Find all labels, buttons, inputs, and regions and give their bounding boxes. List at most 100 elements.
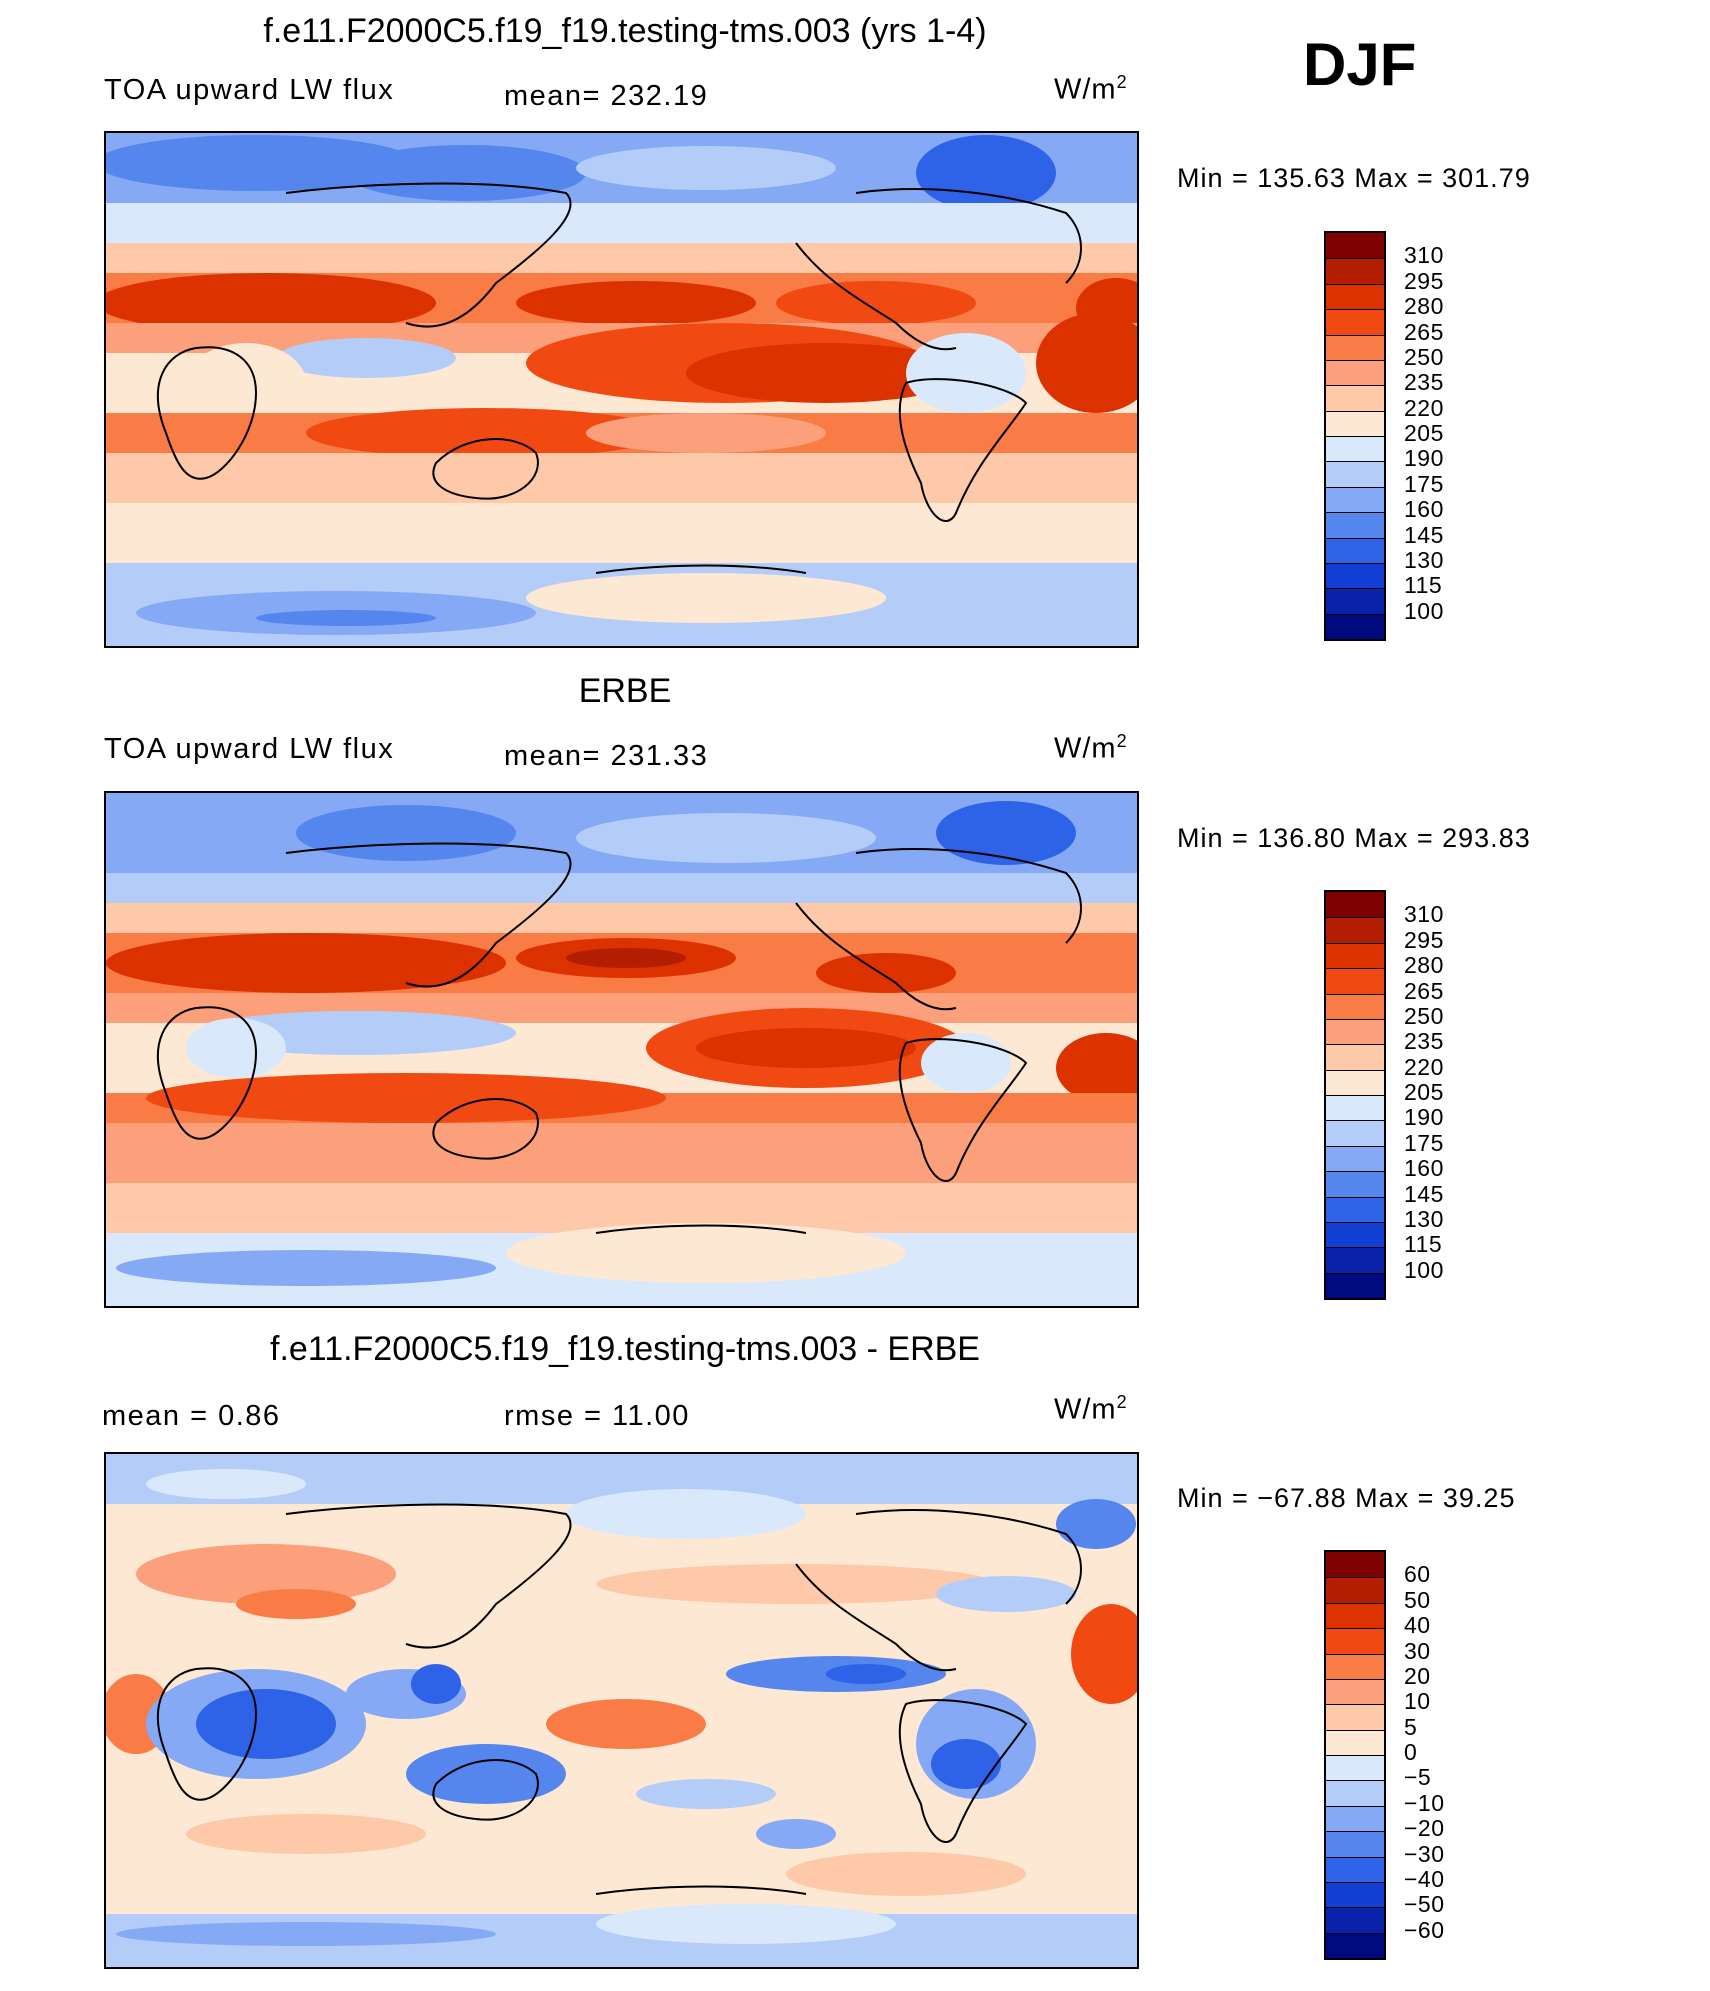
panel-2-colorbar-tick-label: 175 [1404,1129,1444,1156]
panel-2-minmax: Min = 136.80 Max = 293.83 [1177,823,1531,853]
panel-1-colorbar-tick-label: 100 [1404,597,1444,624]
panel-1-colorbar-cell [1326,334,1384,360]
panel-1-colorbar-cell [1326,410,1384,436]
panel-2-colorbar-tick-label: 100 [1404,1256,1444,1283]
panel-2-colorbar-cell [1326,1171,1384,1197]
panel-2-colorbar-tick-label: 130 [1404,1205,1444,1232]
panel-2-colorbar [1324,890,1386,1300]
panel-1-colorbar-tick-label: 145 [1404,521,1444,548]
panel-3-colorbar-tick-label: 40 [1404,1612,1431,1639]
panel-3-colorbar-tick-label: 50 [1404,1586,1431,1613]
panel-3-colorbar-tick-label: −20 [1404,1815,1445,1842]
panel-3-units: W/m2 [1054,1392,1128,1426]
panel-3-colorbar-tick-label: 5 [1404,1713,1418,1740]
panel-1-colorbar [1324,231,1386,641]
panel-1-colorbar-tick-label: 235 [1404,369,1444,396]
panel-2-colorbar-cell [1326,1018,1384,1045]
panel-2-colorbar-cell [1326,942,1384,969]
panel-2-colorbar-tick-label: 205 [1404,1079,1444,1105]
panel-1-colorbar-cell [1326,258,1384,284]
panel-1-colorbar-cell [1326,588,1384,614]
panel-1-colorbar-tick-label: 160 [1404,496,1444,523]
panel-3-colorbar-cell [1326,1628,1384,1654]
panel-3-colorbar-tick-label: 10 [1404,1688,1431,1715]
panel-1-colorbar-cell [1326,461,1384,487]
panel-1-colorbar-tick-label: 205 [1404,420,1444,446]
panel-2-colorbar-tick-label: 115 [1404,1231,1443,1258]
panel-2-colorbar-tick-label: 220 [1404,1053,1444,1080]
panel-1-colorbar-cell [1326,436,1384,462]
panel-2-colorbar-cell [1326,968,1384,994]
panel-2-colorbar-tick-label: 265 [1404,977,1444,1004]
panel-3-colorbar-cell [1326,1805,1384,1832]
panel-3-colorbar-tick-label: 60 [1404,1561,1431,1588]
panel-2-colorbar-tick-label: 295 [1404,926,1444,953]
panel-1-colorbar-tick-label: 175 [1404,470,1444,497]
panel-3-colorbar-cell [1326,1831,1384,1857]
panel-2-colorbar-cell [1326,1044,1384,1070]
panel-2-colorbar-tick-label: 160 [1404,1155,1444,1182]
panel-1-variable-label: TOA upward LW flux [104,74,395,106]
panel-3-colorbar-tick-label: −60 [1404,1916,1445,1943]
panel-2-colorbar-tick-label: 310 [1404,901,1444,928]
panel-1-colorbar-tick-label: 130 [1404,546,1444,573]
panel-3-colorbar-tick-label: −10 [1404,1789,1445,1816]
panel-1-colorbar-tick-label: 220 [1404,394,1444,421]
panel-3-colorbar-cell [1326,1780,1384,1806]
panel-3-colorbar-cell [1326,1881,1384,1908]
panel-3-mean-label: mean = 0.86 [102,1400,281,1432]
panel-1-colorbar-cell [1326,359,1384,386]
panel-2-colorbar-cell [1326,1272,1384,1298]
panel-2-variable-label: TOA upward LW flux [104,733,395,765]
panel-2-colorbar-tick-label: 250 [1404,1002,1444,1029]
panel-3-colorbar-tick-label: 20 [1404,1662,1431,1689]
panel-1-colorbar-tick-label: 280 [1404,293,1444,320]
panel-1-minmax: Min = 135.63 Max = 301.79 [1177,163,1531,193]
panel-3-minmax: Min = −67.88 Max = 39.25 [1177,1483,1516,1513]
panel-2-colorbar-tick-label: 235 [1404,1028,1444,1055]
panel-3-colorbar [1324,1550,1386,1960]
panel-2-colorbar-tick-label: 190 [1404,1104,1444,1131]
panel-1-colorbar-tick-label: 310 [1404,242,1444,269]
panel-2-colorbar-cell [1326,993,1384,1019]
panel-2-mean-label: mean= 231.33 [504,740,709,772]
panel-2-colorbar-cell [1326,1095,1384,1121]
panel-1-colorbar-cell [1326,613,1384,639]
panel-3-colorbar-cell [1326,1602,1384,1629]
panel-2-colorbar-cell [1326,1196,1384,1222]
panel-1-colorbar-cell [1326,486,1384,513]
panel-1-colorbar-cell [1326,309,1384,335]
panel-1-colorbar-tick-label: 265 [1404,318,1444,345]
panel-3-colorbar-cell [1326,1907,1384,1933]
panel-3-colorbar-cell [1326,1678,1384,1705]
panel-2-colorbar-tick-label: 280 [1404,952,1444,979]
panel-1-colorbar-tick-label: 190 [1404,445,1444,472]
panel-3-colorbar-cell [1326,1704,1384,1730]
panel-3-title: f.e11.F2000C5.f19_f19.testing-tms.003 - … [270,1330,980,1368]
panel-3-colorbar-tick-label: −40 [1404,1865,1445,1892]
panel-3-colorbar-cell [1326,1755,1384,1781]
panel-1-colorbar-cell [1326,233,1384,259]
panel-1-colorbar-tick-label: 115 [1404,572,1443,599]
panel-1-colorbar-tick-label: 250 [1404,343,1444,370]
panel-1-mean-label: mean= 232.19 [504,80,709,112]
panel-3-colorbar-cell [1326,1932,1384,1958]
panel-2-colorbar-tick-label: 145 [1404,1180,1444,1207]
panel-2-colorbar-cell [1326,1221,1384,1248]
panel-1-colorbar-cell [1326,283,1384,310]
panel-3-colorbar-cell [1326,1856,1384,1882]
panel-1-colorbar-cell [1326,512,1384,538]
panel-1-title: f.e11.F2000C5.f19_f19.testing-tms.003 (y… [263,12,987,50]
panel-2-colorbar-cell [1326,1145,1384,1172]
panel-2-colorbar-cell [1326,1120,1384,1146]
panel-3-colorbar-tick-label: 0 [1404,1739,1418,1765]
panel-2-colorbar-cell [1326,917,1384,943]
panel-1-colorbar-cell [1326,537,1384,563]
panel-3-colorbar-tick-label: −30 [1404,1840,1445,1867]
panel-2-colorbar-cell [1326,1069,1384,1095]
panel-2-title: ERBE [578,672,672,710]
panel-2-units: W/m2 [1054,731,1128,765]
panel-1-units: W/m2 [1054,72,1128,106]
panel-3-colorbar-tick-label: −50 [1404,1891,1445,1918]
panel-2-map [104,791,1139,1308]
